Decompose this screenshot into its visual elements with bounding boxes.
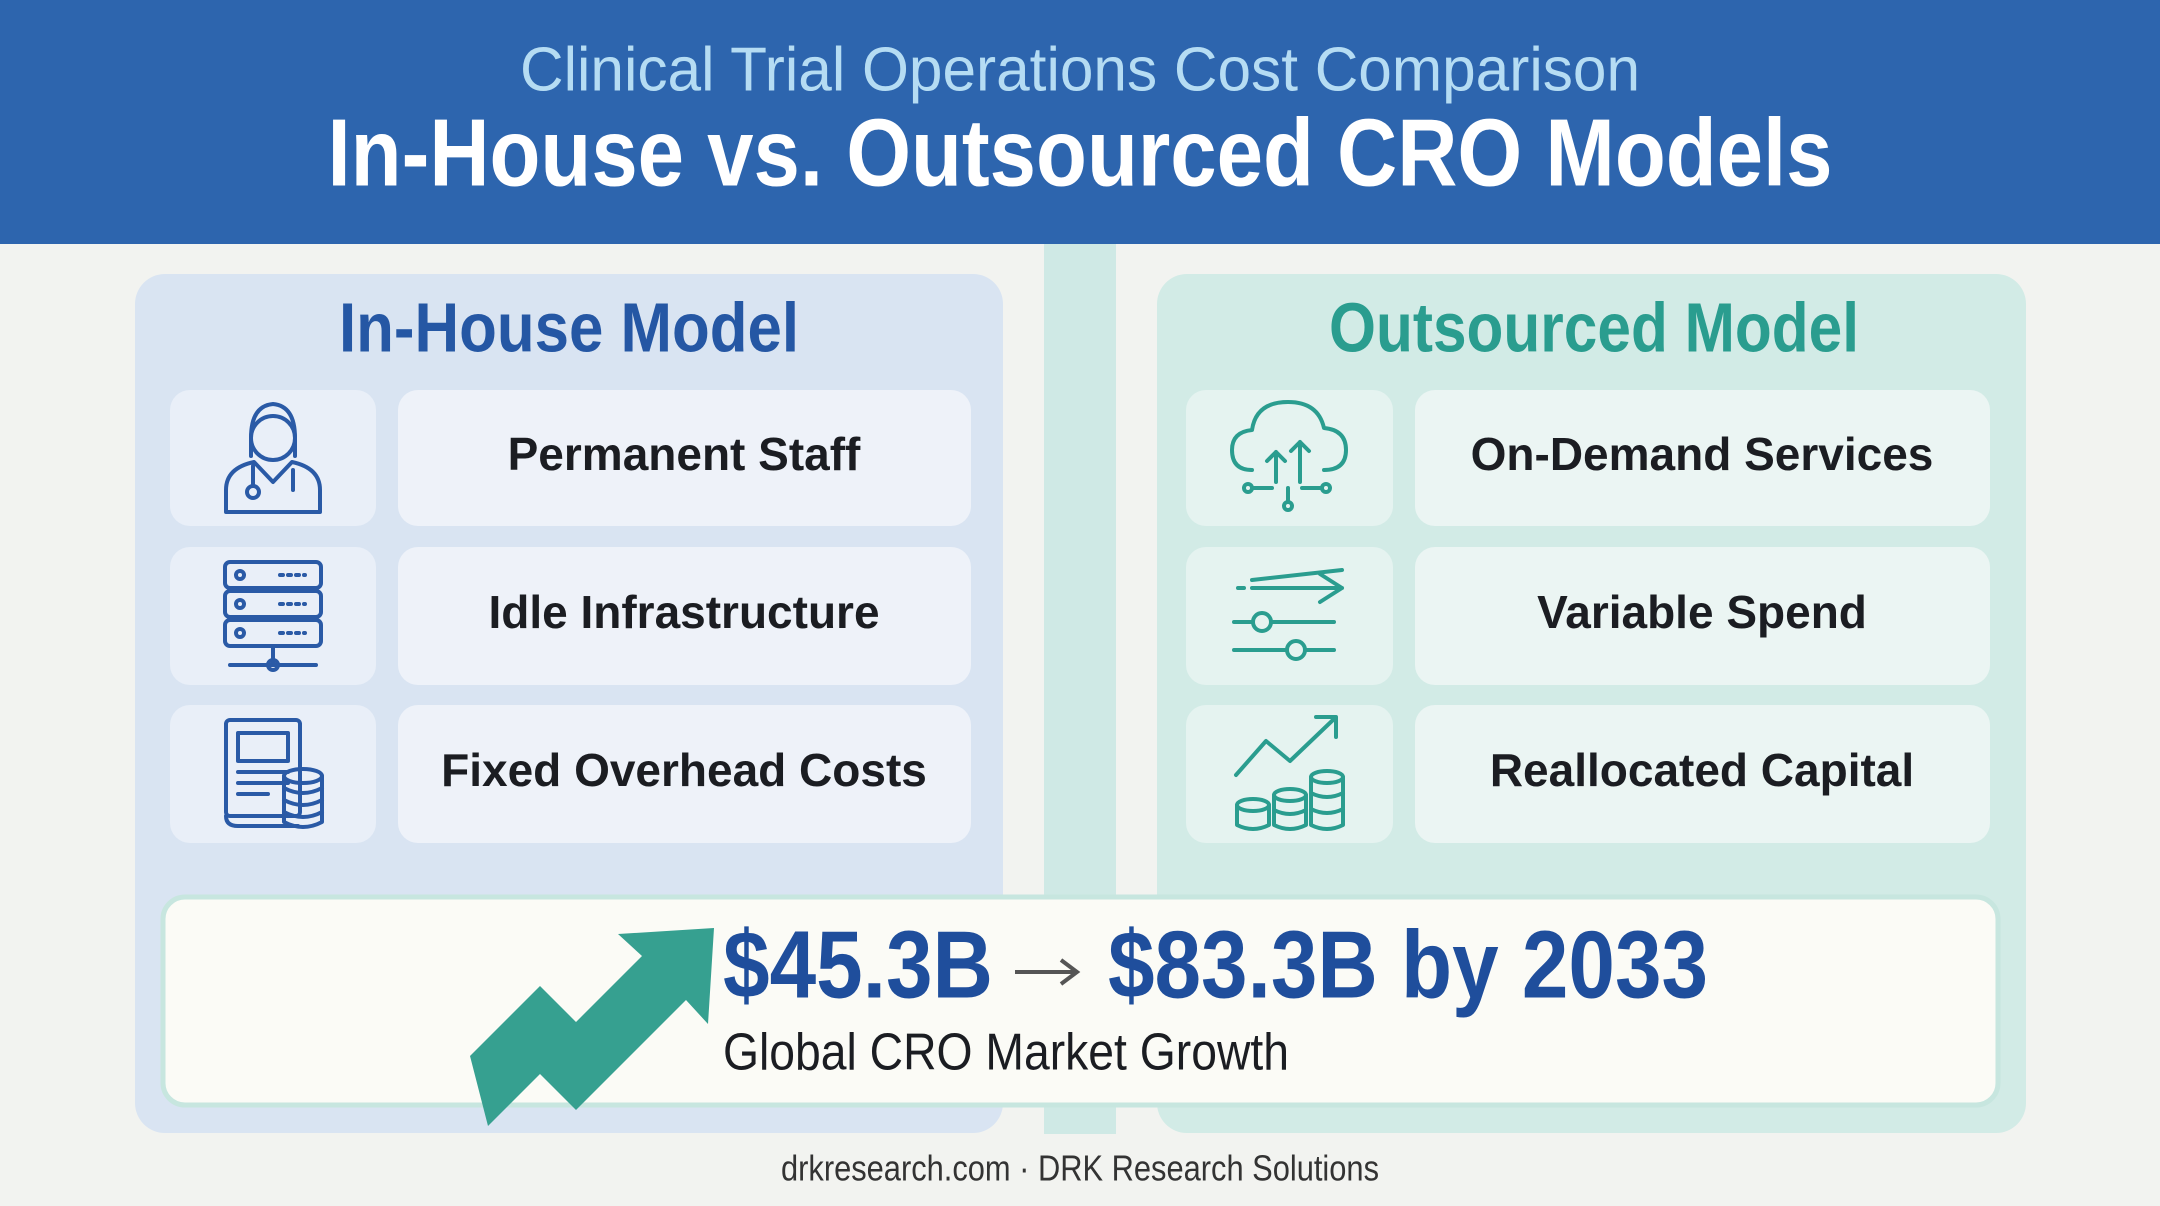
capital-icon [1234,715,1345,831]
item-label: Reallocated Capital [1490,744,1914,796]
icon-box [1186,390,1393,526]
spend-icon [1232,568,1344,661]
item-box [1415,705,1990,843]
panel-title: Outsourced Model [1329,288,1859,366]
item-box [398,390,971,526]
item-label: Permanent Staff [508,428,861,480]
item-label: Fixed Overhead Costs [441,744,927,796]
growth-arrow [1015,958,1081,986]
header-title: In-House vs. Outsourced CRO Models [328,99,1833,206]
in-house-items: Permanent Staff Idle Infrastructure Fixe… [170,390,971,843]
item-box [1415,390,1990,526]
item-label: On-Demand Services [1471,428,1934,480]
staff-icon [224,402,322,514]
growth-end: $83.3B by 2033 [1108,911,1708,1018]
item-box [398,547,971,685]
header-subtitle: Clinical Trial Operations Cost Compariso… [520,35,1640,104]
panel-title: In-House Model [339,288,799,366]
outsourced-items: On-Demand Services Variable Spend Reallo… [1186,390,1990,843]
item-label: Idle Infrastructure [488,586,879,638]
growth-start: $45.3B [723,911,993,1018]
server-icon [223,560,323,672]
footer: drkresearch.com · DRK Research Solutions [781,1148,1379,1189]
item-box [1415,547,1990,685]
item-label: Variable Spend [1537,586,1867,638]
icon-box [1186,705,1393,843]
growth-arrow-icon [470,928,714,1126]
item-box [398,705,971,843]
cloud-icon [1230,400,1348,512]
header-band [0,0,2160,244]
icon-box [1186,547,1393,685]
growth-caption: Global CRO Market Growth [723,1024,1289,1082]
overhead-icon [224,718,324,829]
